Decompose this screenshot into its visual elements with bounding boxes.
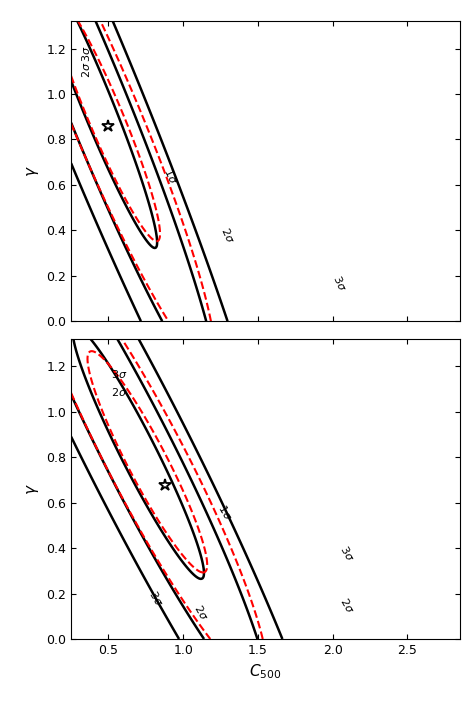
Y-axis label: $\gamma$: $\gamma$ bbox=[25, 484, 41, 495]
Text: $3\sigma$: $3\sigma$ bbox=[331, 273, 349, 293]
Text: $3\sigma$: $3\sigma$ bbox=[111, 368, 128, 380]
Y-axis label: $\gamma$: $\gamma$ bbox=[25, 165, 41, 177]
Text: $1\sigma$: $1\sigma$ bbox=[216, 502, 234, 522]
Text: $3\sigma$: $3\sigma$ bbox=[80, 45, 92, 62]
X-axis label: $C_{500}$: $C_{500}$ bbox=[249, 662, 282, 681]
Text: $1\sigma$: $1\sigma$ bbox=[163, 166, 180, 186]
Text: $2\sigma$: $2\sigma$ bbox=[338, 595, 357, 615]
Text: $3\sigma$: $3\sigma$ bbox=[338, 542, 357, 563]
Text: $2\sigma$: $2\sigma$ bbox=[219, 225, 237, 245]
Text: $2\sigma$: $2\sigma$ bbox=[192, 601, 210, 622]
Text: $2\sigma$: $2\sigma$ bbox=[111, 386, 128, 398]
Text: $3\sigma$: $3\sigma$ bbox=[147, 588, 165, 608]
Text: $2\sigma$: $2\sigma$ bbox=[80, 62, 92, 78]
